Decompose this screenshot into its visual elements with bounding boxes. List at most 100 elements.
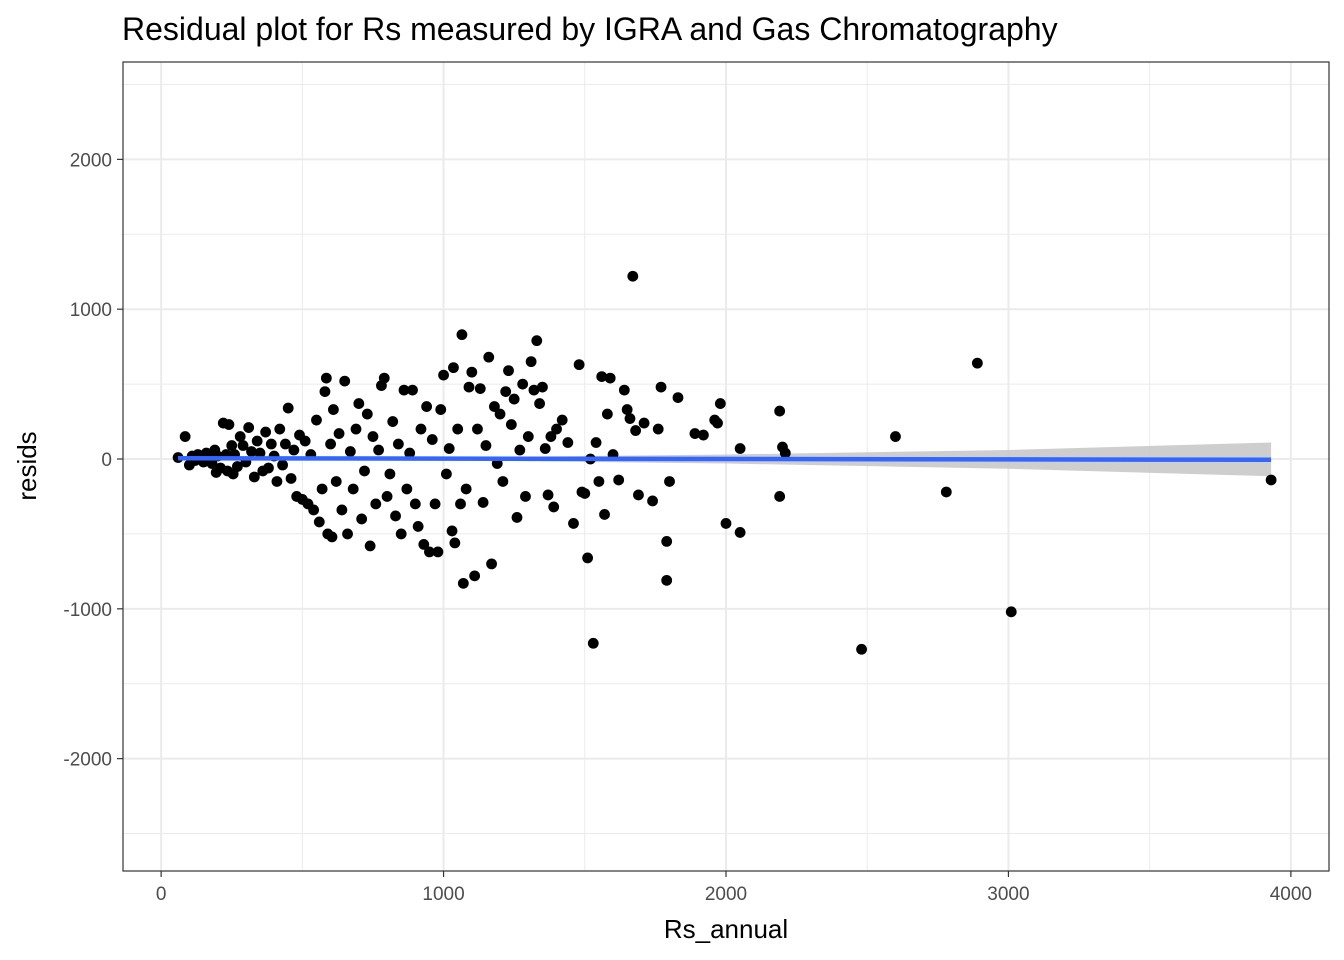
- data-point: [438, 369, 449, 381]
- data-point: [426, 434, 438, 445]
- data-point: [779, 447, 791, 459]
- data-point: [325, 438, 336, 450]
- data-point: [596, 371, 608, 383]
- data-point: [418, 539, 430, 550]
- data-point: [661, 574, 673, 586]
- data-point: [432, 546, 444, 558]
- y-axis-ticks: -2000 -1000 0 1000 2000: [63, 150, 123, 771]
- data-point: [469, 570, 481, 582]
- data-point: [664, 476, 675, 487]
- data-point: [373, 444, 384, 456]
- data-point: [265, 438, 277, 450]
- data-point: [299, 435, 311, 447]
- data-point: [539, 443, 551, 454]
- data-point: [223, 419, 235, 430]
- data-point: [774, 405, 786, 417]
- x-tick-label: 0: [156, 884, 167, 905]
- data-point: [971, 357, 983, 369]
- data-point: [395, 528, 407, 540]
- x-tick-label: 1000: [422, 884, 464, 905]
- data-point: [429, 498, 441, 510]
- data-point: [359, 465, 370, 477]
- data-point: [260, 426, 272, 438]
- data-point: [480, 440, 492, 451]
- data-point: [440, 468, 452, 480]
- data-point: [500, 386, 512, 397]
- data-point: [336, 504, 348, 516]
- data-point: [734, 443, 746, 454]
- x-tick-label: 4000: [1270, 884, 1312, 905]
- data-point: [712, 417, 723, 429]
- data-point: [522, 431, 534, 442]
- data-point: [647, 495, 658, 507]
- data-point: [339, 375, 351, 387]
- y-axis-title: resids: [12, 431, 42, 500]
- data-point: [466, 366, 478, 378]
- data-point: [246, 446, 257, 457]
- data-point: [449, 537, 461, 549]
- data-point: [392, 438, 404, 450]
- data-point: [489, 401, 500, 412]
- data-point: [234, 431, 246, 442]
- x-axis-title: Rs_annual: [664, 914, 788, 944]
- data-point: [477, 497, 489, 508]
- data-point: [328, 404, 339, 415]
- data-point: [280, 438, 291, 450]
- data-point: [652, 423, 664, 435]
- data-point: [587, 637, 599, 649]
- data-point: [311, 414, 322, 426]
- data-point: [714, 398, 726, 409]
- data-point: [206, 458, 218, 469]
- x-axis-ticks: 0 1000 2000 3000 4000: [156, 871, 1312, 905]
- data-point: [370, 498, 382, 510]
- y-tick-label: -2000: [63, 750, 112, 771]
- data-point: [463, 381, 475, 393]
- data-point: [568, 518, 579, 529]
- data-point: [353, 398, 365, 409]
- data-point: [263, 462, 274, 474]
- data-point: [618, 384, 630, 396]
- data-point: [387, 416, 399, 427]
- data-point: [179, 431, 191, 442]
- data-point: [537, 381, 548, 393]
- data-point: [624, 413, 636, 424]
- data-point: [231, 461, 243, 472]
- data-point: [720, 518, 732, 529]
- data-point: [505, 419, 517, 430]
- data-point: [556, 414, 568, 426]
- data-point: [638, 417, 650, 429]
- data-point: [520, 491, 531, 502]
- data-point: [409, 498, 421, 510]
- data-point: [271, 476, 283, 487]
- data-point: [517, 378, 529, 390]
- data-point: [452, 423, 464, 435]
- data-point: [621, 404, 633, 415]
- data-point: [308, 504, 320, 516]
- data-point: [613, 474, 625, 486]
- data-point: [364, 540, 376, 552]
- data-point: [378, 372, 390, 384]
- data-point: [503, 365, 514, 377]
- data-point: [407, 384, 418, 396]
- data-point: [226, 440, 238, 451]
- data-point: [534, 398, 545, 409]
- data-point: [474, 383, 486, 394]
- data-point: [448, 362, 459, 374]
- data-point: [525, 356, 537, 368]
- data-point: [627, 270, 639, 282]
- data-point: [460, 483, 472, 495]
- data-point: [415, 423, 427, 435]
- data-point: [254, 447, 266, 459]
- data-point: [514, 444, 526, 456]
- data-point: [398, 384, 410, 396]
- data-point: [457, 577, 469, 589]
- data-point: [551, 423, 562, 435]
- data-point: [599, 509, 610, 520]
- data-point: [1265, 474, 1277, 486]
- data-point: [630, 425, 642, 436]
- data-point: [528, 384, 540, 396]
- data-point: [248, 471, 260, 483]
- data-point: [698, 429, 709, 441]
- data-point: [508, 393, 520, 405]
